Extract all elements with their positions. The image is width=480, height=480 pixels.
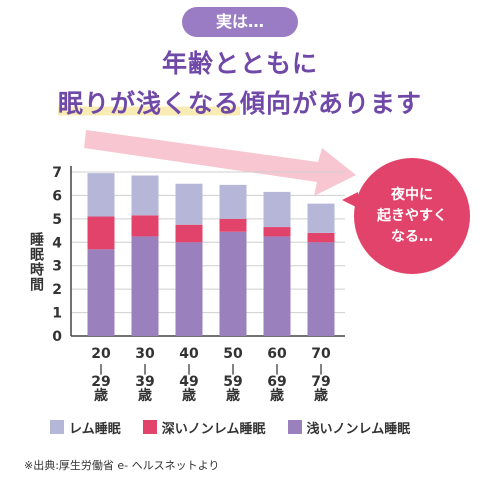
bar-segment — [175, 183, 203, 225]
x-tick-label: 歳 — [270, 387, 284, 404]
x-tick-label: 歳 — [138, 387, 152, 404]
bar-segment — [219, 218, 247, 232]
y-tick-label: 1 — [52, 306, 62, 322]
x-tick-label: 39 — [135, 374, 154, 390]
bar-segment — [87, 249, 115, 336]
x-tick-label: 49 — [179, 374, 198, 390]
x-tick-label: 40 — [179, 346, 199, 362]
legend-swatch-deep — [142, 420, 157, 434]
bar-segment — [87, 173, 115, 217]
bar-segment — [263, 227, 291, 237]
bar-segment — [263, 236, 291, 336]
y-tick-label: 3 — [52, 259, 62, 275]
bar-segment — [307, 203, 335, 233]
headline-line1: 年齢とともに — [161, 49, 318, 78]
callout-line3: なる… — [391, 228, 433, 245]
x-tick-label: | — [231, 362, 235, 375]
headline-line2: 眠りが浅くなる傾向があります — [0, 84, 480, 120]
x-tick-label: | — [99, 362, 103, 375]
intro-badge: 実は… — [182, 7, 298, 37]
y-tick-label: 4 — [52, 235, 62, 251]
x-tick-label: 30 — [135, 346, 155, 362]
x-tick-label: | — [275, 362, 279, 375]
legend-swatch-light — [287, 420, 302, 434]
bar-segment — [307, 232, 335, 243]
legend-label-rem: レム睡眠 — [69, 421, 121, 437]
bar-segment — [263, 191, 291, 228]
bar-segment — [131, 236, 159, 336]
y-tick-label: 2 — [52, 282, 62, 298]
bar-segment — [219, 184, 247, 219]
legend: レム睡眠 深いノンレム睡眠 浅いノンレム睡眠 — [50, 417, 470, 437]
y-tick-label: 5 — [52, 212, 62, 228]
callout-line1: 夜中に — [391, 186, 433, 203]
callout-bubble: 夜中に 起きやすく なる… — [342, 158, 470, 274]
x-tick-label: | — [319, 362, 323, 375]
x-tick-label: 60 — [267, 346, 287, 362]
legend-item-light: 浅いノンレム睡眠 — [287, 418, 411, 437]
trend-arrow — [84, 130, 356, 196]
bar-segment — [219, 231, 247, 336]
x-tick-label: | — [187, 362, 191, 375]
x-tick-label: 59 — [223, 374, 242, 390]
x-tick-label: 50 — [223, 346, 243, 362]
x-tick-label: 20 — [91, 346, 111, 362]
bar-segment — [131, 215, 159, 237]
bar-segment — [87, 216, 115, 250]
source-note: ※出典:厚生労働省 e- ヘルスネットより — [24, 459, 220, 472]
legend-swatch-rem — [50, 420, 64, 434]
y-tick-label: 7 — [52, 165, 62, 181]
x-tick-label: | — [143, 362, 147, 375]
legend-item-rem: レム睡眠 — [50, 418, 121, 437]
headline-rest: 傾向があります — [240, 89, 423, 118]
y-axis-label: 睡眠時間 — [28, 232, 44, 292]
x-tick-label: 29 — [91, 374, 110, 390]
bar-segment — [307, 242, 335, 336]
x-tick-label: 79 — [311, 374, 330, 390]
x-tick-label: 歳 — [94, 387, 108, 404]
x-tick-label: 歳 — [314, 387, 328, 404]
bar-segment — [175, 242, 203, 336]
legend-item-deep: 深いノンレム睡眠 — [142, 418, 266, 437]
y-tick-label: 0 — [52, 329, 62, 345]
headline-highlight: 眠りが浅くなる — [57, 89, 240, 118]
x-tick-label: 歳 — [182, 387, 196, 404]
callout-line2: 起きやすく — [377, 207, 447, 224]
legend-label-deep: 深いノンレム睡眠 — [161, 421, 266, 437]
legend-label-light: 浅いノンレム睡眠 — [306, 421, 411, 437]
x-tick-label: 70 — [311, 346, 331, 362]
x-tick-label: 歳 — [226, 387, 240, 404]
bar-segment — [131, 175, 159, 216]
bar-segment — [175, 224, 203, 243]
y-tick-label: 6 — [52, 188, 62, 204]
x-tick-label: 69 — [267, 374, 286, 390]
